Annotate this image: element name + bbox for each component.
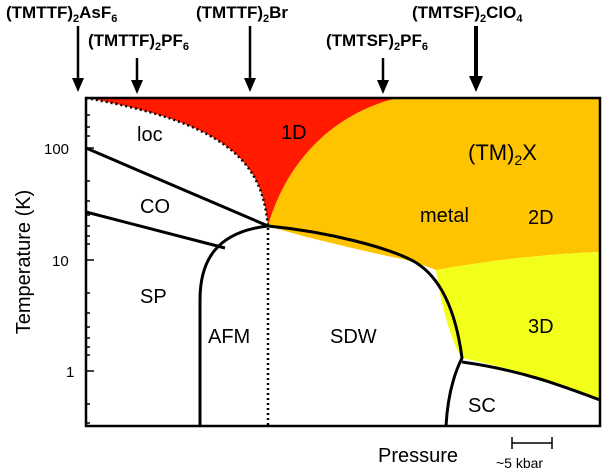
phase-label-loc: loc [137, 124, 163, 146]
y-axis-label: Temperature (K) [13, 190, 35, 335]
scale-bar [511, 437, 553, 449]
material-arrows [72, 26, 483, 94]
phase-label-sp: SP [140, 286, 167, 308]
material-label-tmtsf-clo4: (TMTSF)2ClO4 [412, 3, 523, 25]
co-lower-boundary [85, 210, 226, 250]
y-axis-ticks [86, 114, 94, 424]
phase-label-tmx: (TM)2X [468, 140, 537, 168]
material-label-tmttf-br: (TMTTF)2Br [196, 3, 288, 25]
phase-boundaries [85, 96, 601, 427]
material-label-tmttf-pf6: (TMTTF)2PF6 [88, 31, 189, 53]
arrow-tmtsf-pf6 [377, 58, 389, 94]
phase-label-afm: AFM [208, 326, 250, 348]
phase-label-1d: 1D [281, 122, 307, 144]
region-1d [86, 98, 398, 226]
phase-label-co: CO [140, 196, 170, 218]
arrow-tmttf-asf6 [72, 26, 84, 92]
y-tick-10: 10 [52, 253, 69, 270]
region-2d-metal [268, 98, 600, 270]
co-upper-boundary [85, 146, 269, 228]
sdw-boundary [267, 224, 464, 427]
y-tick-100: 100 [44, 141, 69, 158]
loc-dotted-boundary [85, 96, 270, 227]
phase-label-sdw: SDW [330, 326, 377, 348]
plot-frame [84, 96, 602, 428]
y-tick-1: 1 [66, 364, 74, 381]
arrow-tmttf-pf6 [131, 58, 143, 94]
phase-label-sc: SC [468, 395, 496, 417]
afm-boundary [198, 224, 269, 426]
material-label-tmttf-asf6: (TMTTF)2AsF6 [6, 3, 117, 25]
x-axis-label: Pressure [378, 445, 458, 467]
arrow-tmtsf-clo4 [469, 26, 483, 92]
phase-label-metal: metal [420, 205, 469, 227]
sc-boundary [461, 360, 601, 402]
scale-bar-label: ~5 kbar [496, 455, 543, 471]
region-3d [436, 252, 600, 400]
phase-label-2d: 2D [528, 207, 554, 229]
arrow-tmttf-br [244, 26, 256, 92]
material-label-tmtsf-pf6: (TMTSF)2PF6 [326, 31, 428, 53]
phase-label-3d: 3D [528, 316, 554, 338]
